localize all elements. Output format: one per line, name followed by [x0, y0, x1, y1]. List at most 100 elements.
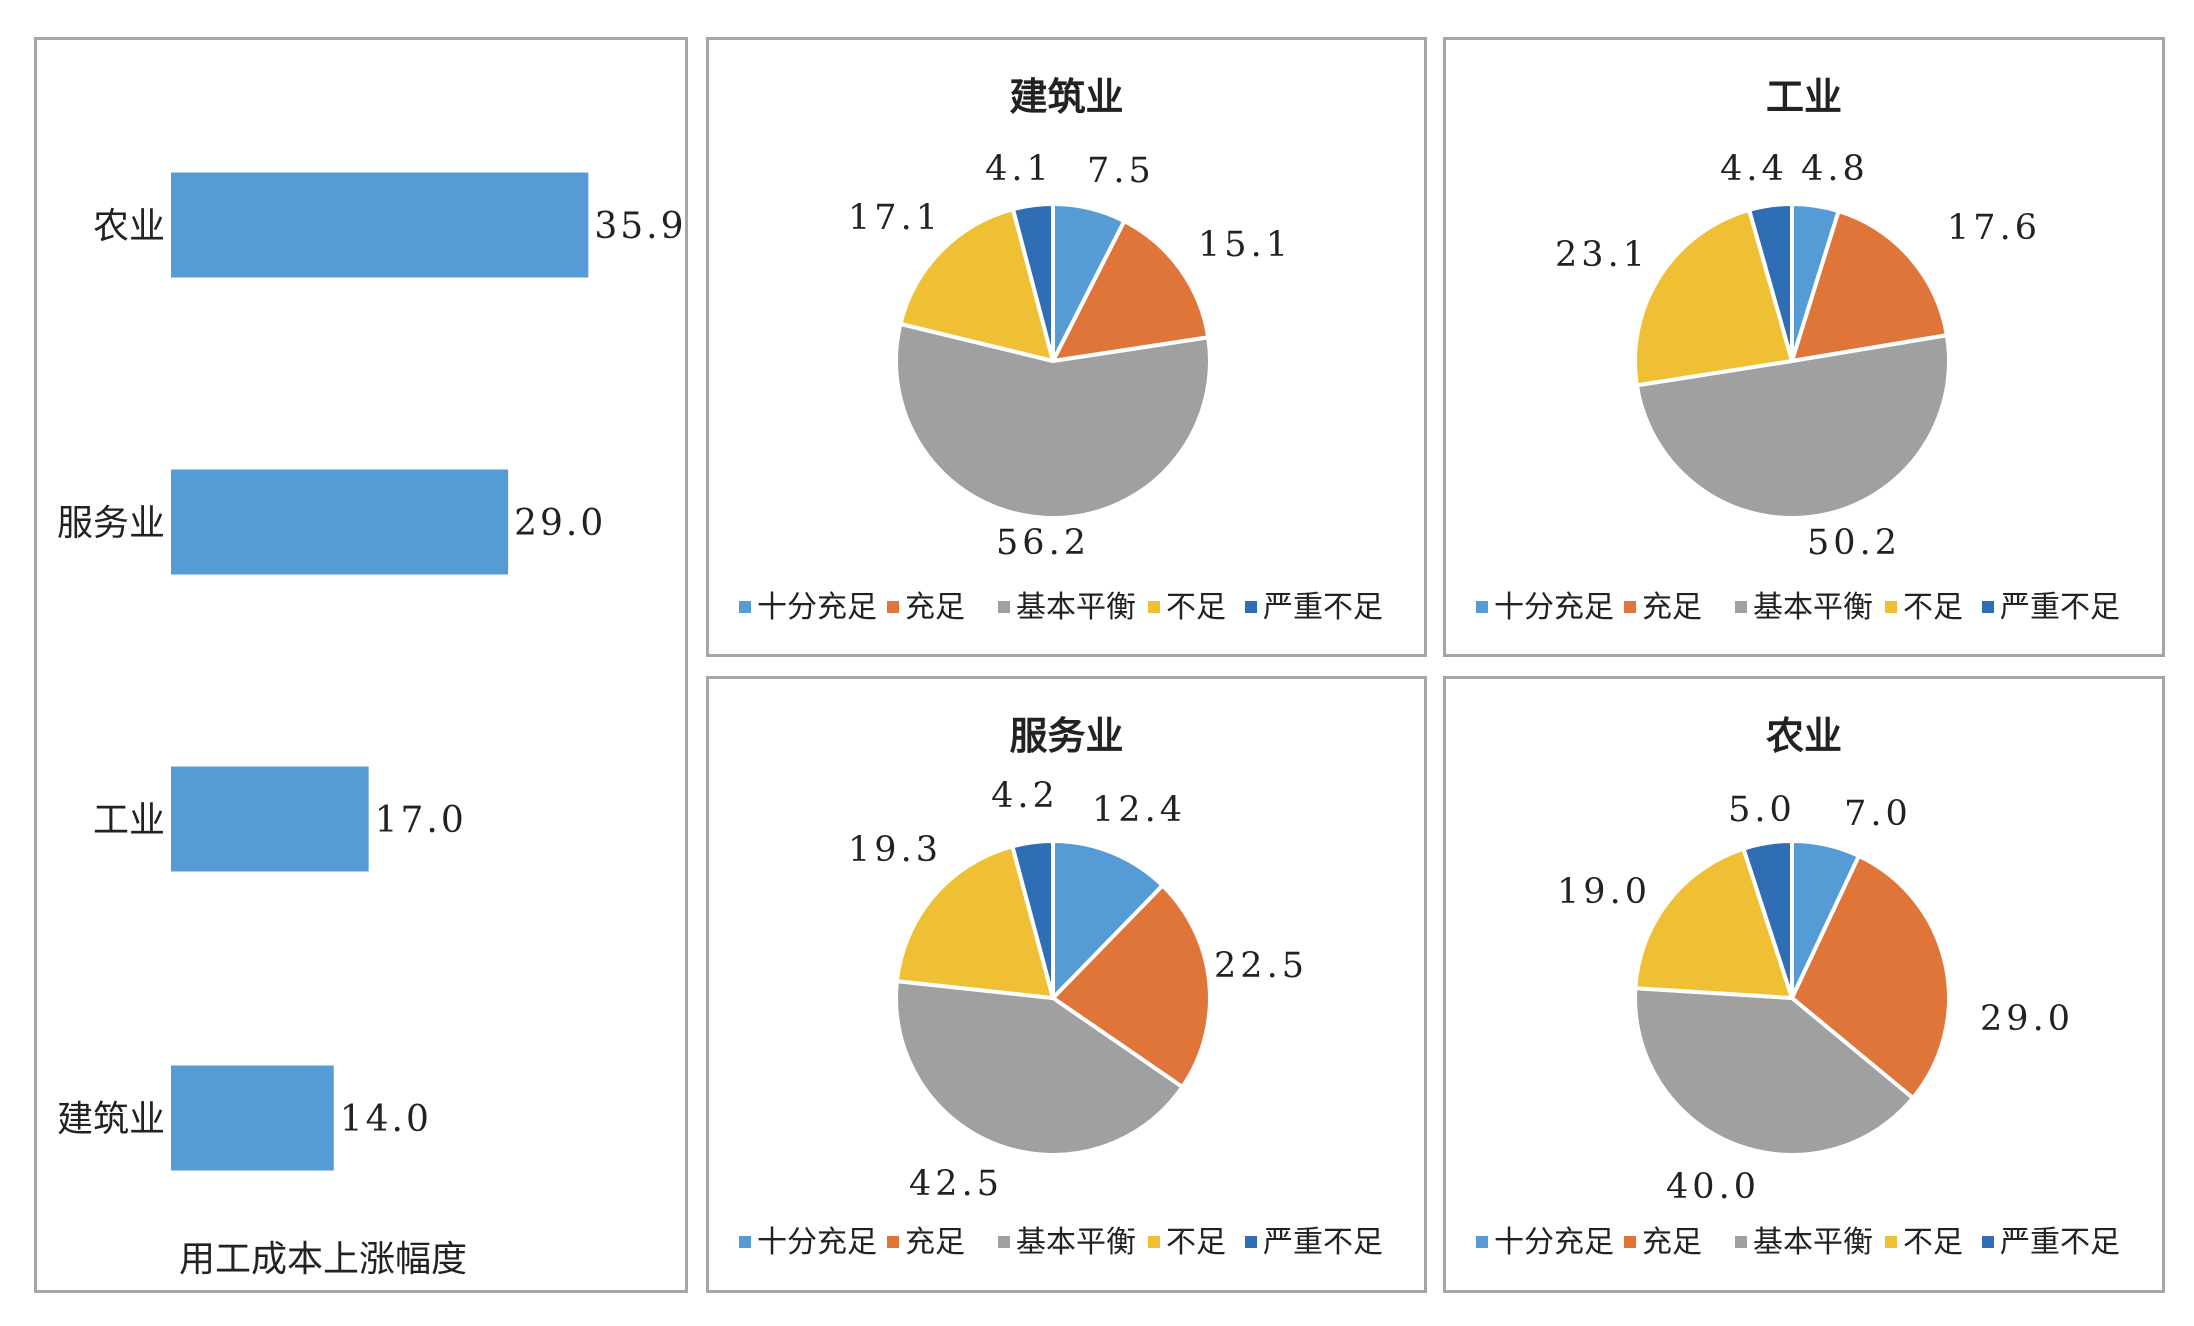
- pie-slice-agriculture-3: [1633, 846, 1794, 1000]
- pie-title: 建筑业: [1009, 75, 1123, 119]
- legend-label: 十分充足: [757, 1225, 877, 1260]
- pie-data-label: 19.3: [848, 830, 942, 870]
- value-label: 35.9: [594, 206, 685, 247]
- pie-data-label: 17.1: [848, 198, 942, 238]
- legend-swatch: [887, 1236, 899, 1248]
- bar-chart-panel: 农业 35.9 服务业 29.0 工业 17.0 建筑业 14.0 用工成本上涨幅度: [34, 37, 688, 1293]
- legend-label: 不足: [1166, 1225, 1226, 1260]
- pie-data-label: 19.0: [1557, 872, 1651, 912]
- legend-swatch: [887, 601, 899, 613]
- pie-data-label: 4.4: [1720, 149, 1788, 189]
- pie-panel-construction: 建筑业 7.5 15.1 56.2 17.1 4.1 十分充足 充足 基本平衡 不足 严重不足: [706, 37, 1427, 657]
- legend-swatch: [1624, 1236, 1636, 1248]
- legend-swatch: [1148, 1236, 1160, 1248]
- pie-slice-services-2: [894, 979, 1185, 1157]
- pie-data-label: 42.5: [909, 1164, 1003, 1204]
- legend-swatch: [1885, 1236, 1897, 1248]
- pie-slice-construction-1: [1051, 219, 1211, 363]
- pie-slice-construction-4: [1011, 202, 1055, 363]
- legend-swatch: [1148, 601, 1160, 613]
- legend-label: 十分充足: [1494, 590, 1614, 625]
- legend-swatch: [998, 1236, 1010, 1248]
- bar-3: [171, 1065, 334, 1171]
- legend-label: 基本平衡: [1016, 590, 1136, 625]
- x-axis-label: 用工成本上涨幅度: [179, 1239, 467, 1280]
- pie-panel-services: 服务业 12.4 22.5 42.5 19.3 4.2 十分充足 充足 基本平衡 不足 严重不足: [706, 676, 1427, 1293]
- value-label: 29.0: [514, 503, 606, 544]
- legend-swatch: [1624, 601, 1636, 613]
- legend-label: 充足: [905, 1225, 965, 1260]
- pie-slice-agriculture-1: [1790, 853, 1951, 1101]
- legend-swatch: [1476, 1236, 1488, 1248]
- pie-chart-services: 服务业 12.4 22.5 42.5 19.3 4.2 十分充足 充足 基本平衡 不足 严重不足: [739, 714, 1383, 1260]
- pie-title: 服务业: [1009, 714, 1123, 758]
- pie-data-label: 4.8: [1801, 149, 1869, 189]
- pie-data-label: 22.5: [1214, 946, 1308, 986]
- legend-swatch: [739, 601, 751, 613]
- legend-label: 十分充足: [1494, 1225, 1614, 1260]
- legend-label: 充足: [905, 590, 965, 625]
- legend-swatch: [1476, 601, 1488, 613]
- legend-swatch: [739, 1236, 751, 1248]
- legend-label: 不足: [1166, 590, 1226, 625]
- pie-slice-construction-2: [894, 321, 1212, 520]
- legend-swatch: [1982, 1236, 1994, 1248]
- legend-label: 不足: [1903, 590, 1963, 625]
- legend-label: 充足: [1642, 590, 1702, 625]
- category-label: 工业: [93, 800, 165, 841]
- category-label: 农业: [93, 206, 165, 247]
- legend-swatch: [1245, 601, 1257, 613]
- pie-data-label: 40.0: [1666, 1167, 1760, 1207]
- pie-chart-construction: 建筑业 7.5 15.1 56.2 17.1 4.1 十分充足 充足 基本平衡 不足 严重不足: [739, 75, 1383, 625]
- value-label: 14.0: [340, 1099, 432, 1140]
- legend-label: 十分充足: [757, 590, 877, 625]
- legend-label: 严重不足: [2000, 590, 2120, 625]
- bar-1: [171, 469, 509, 575]
- pie-data-label: 4.1: [985, 149, 1053, 189]
- legend-swatch: [1245, 1236, 1257, 1248]
- pie-data-label: 7.5: [1087, 151, 1155, 191]
- pie-slice-agriculture-2: [1633, 986, 1915, 1157]
- pie-slice-industry-3: [1633, 207, 1794, 388]
- pie-slice-industry-2: [1634, 333, 1951, 520]
- bar-2: [171, 766, 369, 872]
- legend-label: 不足: [1903, 1225, 1963, 1260]
- legend-label: 基本平衡: [1016, 1225, 1136, 1260]
- pie-data-label: 50.2: [1807, 523, 1901, 563]
- legend-swatch: [1885, 601, 1897, 613]
- legend-swatch: [1982, 601, 1994, 613]
- pie-slice-industry-1: [1790, 209, 1949, 363]
- category-label: 服务业: [57, 503, 165, 544]
- bar-0: [171, 172, 589, 278]
- legend-label: 充足: [1642, 1225, 1702, 1260]
- pie-data-label: 12.4: [1092, 790, 1186, 830]
- category-label: 建筑业: [57, 1099, 165, 1140]
- bar-chart: 农业 35.9 服务业 29.0 工业 17.0 建筑业 14.0 用工成本上涨幅度: [57, 172, 685, 1280]
- value-label: 17.0: [375, 800, 467, 841]
- pie-data-label: 15.1: [1198, 225, 1292, 265]
- pie-slice-services-0: [1051, 839, 1165, 1000]
- pie-panel-agriculture: 农业 7.0 29.0 40.0 19.0 5.0 十分充足 充足 基本平衡 不足 严重不足: [1443, 676, 2165, 1293]
- pie-chart-industry: 工业 4.8 17.6 50.2 23.1 4.4 十分充足 充足 基本平衡 不足 严重不足: [1476, 75, 2120, 625]
- pie-chart-agriculture: 农业7.0 29.0 40.0 19.0 5.0 十分充足 充足 基本平衡 不足 严重不足: [1476, 714, 2120, 1260]
- pie-slice-services-3: [894, 844, 1055, 1000]
- pie-data-label: 4.2: [991, 776, 1059, 816]
- legend-label: 基本平衡: [1753, 590, 1873, 625]
- pie-data-label: 5.0: [1728, 790, 1796, 830]
- legend-label: 严重不足: [1263, 1225, 1383, 1260]
- legend-label: 严重不足: [1263, 590, 1383, 625]
- pie-data-label: 7.0: [1844, 794, 1912, 834]
- legend-swatch: [998, 601, 1010, 613]
- pie-slice-services-1: [1051, 883, 1212, 1089]
- pie-data-label: 23.1: [1555, 235, 1649, 275]
- legend-swatch: [1735, 601, 1747, 613]
- pie-data-label: 17.6: [1947, 208, 2041, 248]
- pie-data-label: 56.2: [996, 523, 1090, 563]
- pie-panel-industry: 工业 4.8 17.6 50.2 23.1 4.4 十分充足 充足 基本平衡 不足 严重不足: [1443, 37, 2165, 657]
- legend-label: 严重不足: [2000, 1225, 2120, 1260]
- pie-slice-industry-4: [1747, 202, 1794, 363]
- legend-label: 基本平衡: [1753, 1225, 1873, 1260]
- pie-title: 农业: [1766, 714, 1842, 758]
- pie-slice-services-4: [1010, 839, 1055, 1000]
- pie-slice-construction-3: [898, 207, 1055, 363]
